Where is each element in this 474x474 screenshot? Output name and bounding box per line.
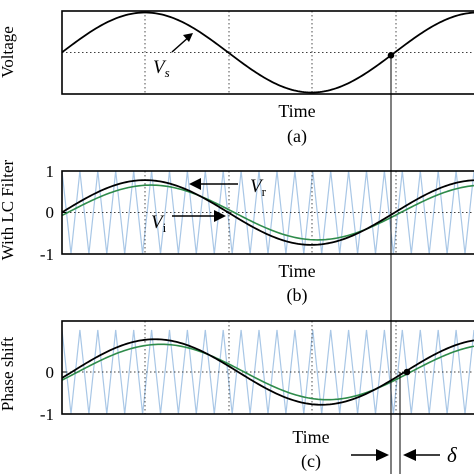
vi-label: Vi [151,212,167,235]
panel-c-ytick-minus1: -1 [40,405,54,424]
panel-c-ytick-0: 0 [46,363,55,382]
vr-label-subscript: r [262,184,267,199]
vs-annotation-arrowhead [183,33,193,42]
delta-indicator: δ [351,55,458,474]
vi-annotation-arrowhead [214,210,226,222]
panel-b-label: (b) [287,285,308,306]
panel-c-zero-crossing-marker [403,368,411,376]
vs-label-subscript: s [165,65,170,80]
panel-b-xlabel: Time [278,261,315,281]
vs-label-symbol: V [153,57,167,78]
panel-c-label: (c) [301,451,321,472]
delta-label: δ [447,443,458,467]
panel-a-grid [62,11,474,94]
vs-label: Vs [153,57,170,80]
panel-b-ylabel: With LC Filter [0,159,17,260]
panel-b-vr-series-line [61,179,474,246]
panel-c: Phase shift 0 -1 Time (c) [0,320,474,472]
panel-c-frame [61,320,474,415]
panel-a-ylabel: Voltage [0,26,17,78]
vi-label-subscript: i [163,220,167,235]
panel-a-frame [61,10,474,95]
panel-c-vi-series-line [61,343,474,401]
vr-annotation-arrowhead [189,178,201,190]
panel-b-ytick-0: 0 [46,203,55,222]
vr-label-symbol: V [250,176,264,197]
panel-c-xlabel: Time [292,427,329,447]
vi-label-symbol: V [151,212,165,233]
panel-b-ytick-minus1: -1 [40,245,54,264]
panel-a-xlabel: Time [278,101,315,121]
delta-arrow-left-head [376,449,389,461]
panel-a: Voltage Vs Time (a) [0,10,474,147]
delta-arrow-right-head [403,449,416,461]
panel-b-ytick-1: 1 [46,162,55,181]
panel-b-vi-series-line [61,184,474,241]
vr-label: Vr [250,176,267,199]
panel-c-ylabel: Phase shift [0,337,17,411]
panel-b: With LC Filter 1 0 -1 Vr Vi Time (b) [0,159,474,306]
vs-series-line [61,11,474,94]
panel-a-label: (a) [287,126,307,147]
